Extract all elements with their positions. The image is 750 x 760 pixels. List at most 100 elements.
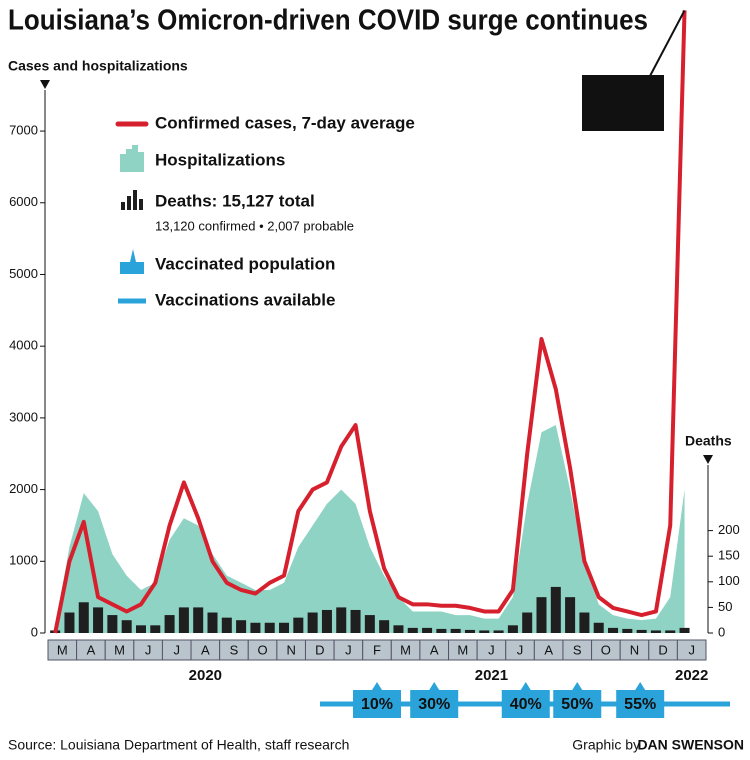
death-bar [321,609,332,633]
x-tick-label: J [345,642,352,657]
death-bar [608,627,619,633]
death-bar [522,612,533,633]
legend-label: Hospitalizations [155,150,285,169]
x-tick-label: A [430,642,439,657]
x-tick-label: J [688,642,695,657]
year-label: 2020 [189,667,222,684]
death-bar [464,629,475,633]
death-bar [422,627,433,633]
death-bar [379,620,390,633]
x-tick-label: M [457,642,468,657]
legend-swatch [121,202,125,210]
death-bar [393,625,404,633]
cases-line [53,10,687,634]
y-tick-label: 2000 [9,481,38,496]
axis-arrow [703,455,713,464]
death-bar [121,620,132,633]
death-bar [407,627,418,633]
death-bar [479,630,490,633]
death-bar [622,628,633,633]
vaccination-box [553,690,602,718]
death-bar [135,625,146,633]
year-label: 2021 [475,667,508,684]
axis-arrow [40,80,50,89]
death-bar [279,622,290,633]
x-tick-label: J [517,642,524,657]
vaccination-label: 55% [624,696,656,713]
legend-label: Vaccinations available [155,290,335,309]
vaccination-pointer [520,682,531,690]
death-bar [307,612,318,633]
x-tick-label: O [601,642,611,657]
death-bar [436,628,447,633]
x-tick-label: M [114,642,125,657]
x-tick-label: S [230,642,239,657]
x-tick-label: M [400,642,411,657]
death-bar [665,630,676,633]
death-bar [593,622,604,633]
x-tick-label: D [658,642,667,657]
death-bar [64,612,75,633]
y2-tick-label: 150 [718,548,740,563]
y2-tick-label: 100 [718,573,740,588]
vaccination-box [501,690,550,718]
x-tick-label: A [201,642,210,657]
source: Source: Louisiana Department of Health, … [8,737,349,753]
vaccination-pointer [572,682,583,690]
death-bar [350,609,361,633]
death-bar [193,607,204,633]
x-tick-label: O [258,642,268,657]
x-tick-label: S [573,642,582,657]
legend-label: Confirmed cases, 7-day average [155,113,415,132]
hospitalizations-area [55,425,685,633]
death-bar [536,597,547,633]
legend-label: Vaccinated population [155,254,335,273]
y-tick-label: 4000 [9,338,38,353]
annotation-value: 8,682 [595,103,650,128]
vaccination-box [410,690,459,718]
death-bar [579,612,590,633]
death-bar [250,622,261,633]
y2-tick-label: 50 [718,599,732,614]
legend-swatch [133,190,137,210]
x-tick-label: J [145,642,152,657]
y-tick-label: 6000 [9,194,38,209]
legend-swatch [139,199,143,210]
vaccination-label: 10% [361,696,393,713]
death-bar [164,615,175,633]
death-bar [107,615,118,633]
credit: Graphic by [572,737,640,753]
death-bar [650,630,661,633]
legend-swatch [127,196,131,210]
x-tick-label: F [373,642,381,657]
death-bar [150,625,161,633]
legend-label: Deaths: 15,127 total [155,191,315,210]
death-bar [236,620,247,633]
chart-title: Louisiana’s Omicron-driven COVID surge c… [8,5,648,37]
y-tick-label: 1000 [9,553,38,568]
vaccination-pointer [372,682,382,690]
y-tick-label: 3000 [9,409,38,424]
legend-swatch [120,249,144,274]
legend-swatch [120,145,144,172]
annotation-leader [649,9,686,77]
death-bar [493,630,504,633]
death-bar [636,629,647,633]
y-tick-label: 0 [31,624,38,639]
y-tick-label: 5000 [9,266,38,281]
y-axis-label: Cases and hospitalizations [8,58,188,74]
death-bar [293,617,304,633]
annotation-box [582,75,664,131]
death-bar [336,607,347,633]
vaccination-label: 50% [561,696,593,713]
x-tick-label: J [488,642,495,657]
vaccination-box [616,690,665,718]
death-bar [78,602,89,633]
death-bar [221,617,232,633]
x-tick-label: N [630,642,639,657]
death-bar [364,615,375,633]
death-bar [450,628,461,633]
death-bar [565,597,576,633]
x-tick-label: A [87,642,96,657]
